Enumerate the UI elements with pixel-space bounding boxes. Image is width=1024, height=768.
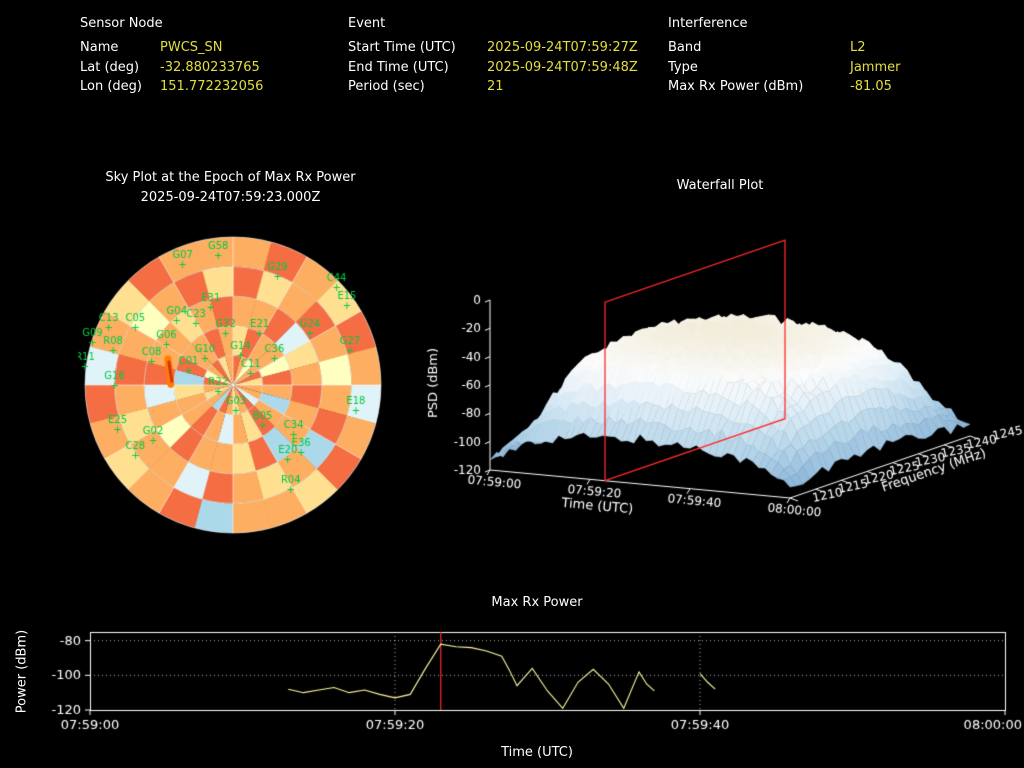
event-rows: Start Time (UTC) 2025-09-24T07:59:27Z End … (348, 38, 638, 97)
field-label: Period (sec) (348, 79, 425, 94)
field-label: Name (80, 40, 119, 55)
field-value: -81.05 (850, 79, 892, 94)
field-label: Type (668, 59, 698, 75)
field-value: -32.880233765 (160, 59, 260, 75)
field-value: 21 (487, 79, 504, 94)
sky-plot-title: Sky Plot at the Epoch of Max Rx Power 20… (38, 168, 423, 208)
field-value: 2025-09-24T07:59:48Z (487, 59, 638, 75)
event-title: Event (348, 16, 386, 31)
info-row: Start Time (UTC) 2025-09-24T07:59:27Z (348, 38, 638, 58)
info-row: Period (sec) 21 (348, 77, 638, 97)
info-row: End Time (UTC) 2025-09-24T07:59:48Z (348, 58, 638, 78)
power-plot-canvas (0, 612, 1024, 742)
sensor-node-rows: Name PWCS_SN Lat (deg) -32.880233765 Lon (de… (80, 38, 263, 97)
power-plot-xlabel: Time (UTC) (501, 745, 573, 760)
field-label: End Time (UTC) (348, 59, 449, 75)
field-label: Start Time (UTC) (348, 40, 456, 55)
sky-plot-canvas (78, 230, 388, 540)
power-plot-title: Max Rx Power (491, 595, 583, 610)
info-row: Max Rx Power (dBm) -81.05 (668, 77, 900, 97)
info-row: Band L2 (668, 38, 900, 58)
waterfall-plot-title: Waterfall Plot (676, 178, 764, 193)
info-row: Name PWCS_SN (80, 38, 263, 58)
field-value: PWCS_SN (160, 40, 223, 55)
field-label: Max Rx Power (dBm) (668, 79, 804, 94)
field-label: Lon (deg) (80, 79, 142, 94)
sky-plot-title-line1: Sky Plot at the Epoch of Max Rx Power (105, 170, 356, 185)
field-label: Band (668, 40, 702, 55)
waterfall-plot-canvas (404, 215, 1024, 545)
interference-rows: Band L2 Type Jammer Max Rx Power (dBm) -81.05 (668, 38, 900, 97)
sensor-node-title: Sensor Node (80, 16, 163, 31)
info-row: Lat (deg) -32.880233765 (80, 58, 263, 78)
interference-panel: Interference Band L2 Type Jammer Max Rx Powe… (668, 16, 900, 97)
sensor-node-panel: Sensor Node Name PWCS_SN Lat (deg) -32.8802… (80, 16, 263, 97)
info-row: Type Jammer (668, 58, 900, 78)
sky-plot-title-line2: 2025-09-24T07:59:23.000Z (140, 190, 321, 205)
field-value: Jammer (850, 59, 901, 75)
field-value: 2025-09-24T07:59:27Z (487, 40, 638, 55)
field-value: 151.772232056 (160, 79, 264, 94)
field-label: Lat (deg) (80, 59, 140, 75)
event-panel: Event Start Time (UTC) 2025-09-24T07:59:2… (348, 16, 638, 97)
info-row: Lon (deg) 151.772232056 (80, 77, 263, 97)
field-value: L2 (850, 40, 866, 55)
interference-title: Interference (668, 16, 748, 31)
